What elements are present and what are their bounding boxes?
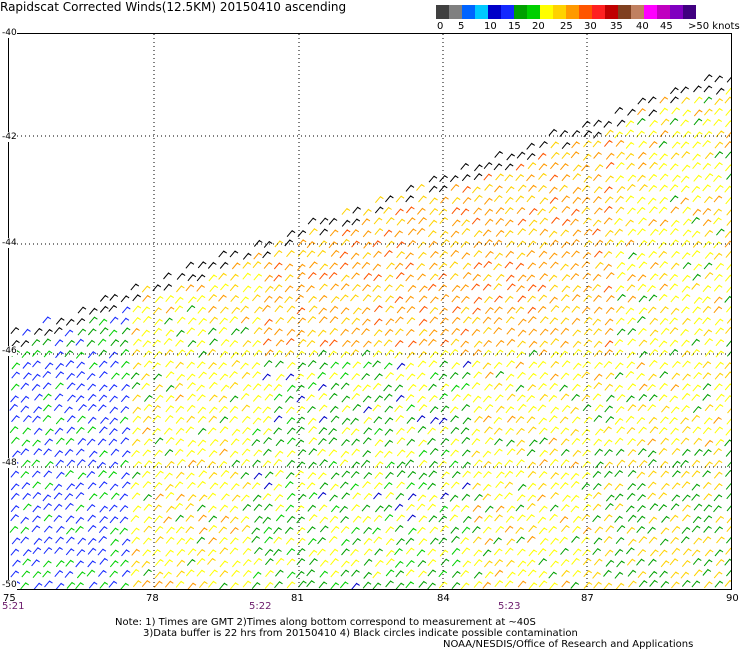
- wind-barb-group: [131, 96, 731, 589]
- legend-swatch: [514, 5, 527, 19]
- legend-swatch: [540, 5, 553, 19]
- legend-swatch: [553, 5, 566, 19]
- longitude-label: 78: [146, 593, 159, 604]
- wind-barb-group: [130, 87, 731, 589]
- legend-swatch: [657, 5, 670, 19]
- longitude-label: 87: [581, 593, 594, 604]
- wind-barb-group: [9, 306, 131, 589]
- legend-swatch: [501, 5, 514, 19]
- legend-swatch: [475, 5, 488, 19]
- time-label: 5:21: [2, 601, 25, 612]
- legend-label: 20: [532, 21, 545, 32]
- latitude-label: -50: [2, 580, 17, 590]
- legend-swatch: [462, 5, 475, 19]
- note-line-2: 3)Data buffer is 22 hrs from 20150410 4)…: [143, 628, 578, 639]
- latitude-label: -40: [2, 28, 17, 38]
- legend-swatch: [592, 5, 605, 19]
- latitude-label: -42: [2, 132, 17, 142]
- legend-swatch: [644, 5, 657, 19]
- legend-label: 35: [610, 21, 623, 32]
- note-line-3: NOAA/NESDIS/Office of Research and Appli…: [443, 639, 694, 650]
- wind-speed-color-legend: [436, 5, 696, 19]
- legend-label: 10: [484, 21, 497, 32]
- latitude-label: -48: [2, 458, 17, 468]
- legend-swatch: [488, 5, 501, 19]
- legend-swatch: [631, 5, 644, 19]
- wind-barbs-layer: [9, 74, 731, 589]
- legend-label: 40: [636, 21, 649, 32]
- wind-barb-group: [262, 139, 615, 348]
- legend-swatch: [527, 5, 540, 19]
- wind-barb-group: [11, 96, 731, 589]
- wind-barb-group: [9, 318, 471, 589]
- wind-barb-group: [253, 360, 472, 589]
- legend-label: >50 knots: [688, 21, 740, 32]
- legend-swatch: [579, 5, 592, 19]
- legend-label: 25: [560, 21, 573, 32]
- wind-barb-group: [131, 96, 731, 589]
- latitude-label: -46: [2, 346, 17, 356]
- legend-label: 30: [584, 21, 597, 32]
- wind-map-plot[interactable]: [8, 33, 732, 590]
- map-grid: [9, 34, 731, 589]
- legend-swatch: [618, 5, 631, 19]
- legend-label: 15: [508, 21, 521, 32]
- legend-swatch: [566, 5, 579, 19]
- note-line-1: Note: 1) Times are GMT 2)Times along bot…: [115, 617, 536, 628]
- legend-label: 0: [437, 21, 444, 32]
- latitude-label: -44: [2, 238, 17, 248]
- map-title: Rapidscat Corrected Winds(12.5KM) 201504…: [0, 0, 347, 14]
- longitude-label: 75: [3, 593, 16, 604]
- longitude-label: 81: [291, 593, 304, 604]
- legend-swatch: [683, 5, 696, 19]
- time-label: 5:22: [249, 601, 272, 612]
- wind-barb-group: [10, 74, 731, 348]
- legend-label: 5: [458, 21, 465, 32]
- legend-swatch: [449, 5, 462, 19]
- legend-swatch: [670, 5, 683, 19]
- legend-swatch: [436, 5, 449, 19]
- legend-label: 45: [660, 21, 673, 32]
- legend-swatch: [605, 5, 618, 19]
- longitude-label: 90: [726, 593, 739, 604]
- longitude-label: 84: [437, 593, 450, 604]
- time-label: 5:23: [498, 601, 521, 612]
